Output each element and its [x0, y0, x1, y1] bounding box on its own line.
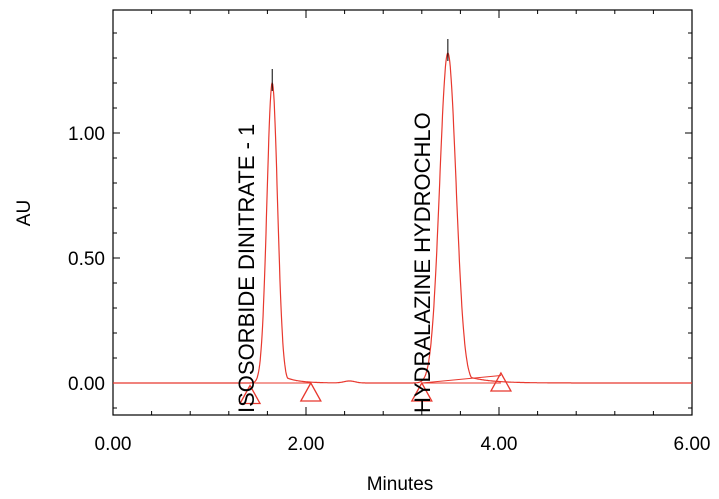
- integration-marker: [410, 381, 433, 402]
- chromatogram-trace: [113, 51, 692, 384]
- integration-markers: [238, 371, 513, 405]
- integration-marker: [489, 371, 513, 392]
- x-tick-label: 2.00: [288, 434, 325, 455]
- integration-baselines: [250, 375, 501, 384]
- plot-frame: [112, 9, 693, 416]
- integration-marker: [238, 384, 262, 405]
- peak-label: ISOSORBIDE DINITRATE - 1: [234, 124, 259, 413]
- peak-apex-ticks: [271, 39, 449, 91]
- integration-baseline: [421, 375, 501, 384]
- peak-label: HYDRALAZINE HYDROCHLO: [410, 112, 435, 413]
- x-tick-label: 6.00: [674, 434, 711, 455]
- y-axis-ticks: [113, 32, 692, 409]
- x-tick-label: 4.00: [481, 434, 518, 455]
- integration-marker: [299, 381, 322, 402]
- y-tick-label: 0.00: [68, 374, 105, 395]
- y-tick-label: 0.50: [68, 249, 105, 270]
- x-tick-label: 0.00: [95, 434, 132, 455]
- x-tick-labels: 0.00 2.00 4.00 6.00: [95, 434, 711, 455]
- y-tick-label: 1.00: [68, 124, 105, 145]
- x-axis-title: Minutes: [367, 474, 434, 495]
- x-axis-ticks: [112, 10, 693, 415]
- peak-labels: ISOSORBIDE DINITRATE - 1 HYDRALAZINE HYDR…: [234, 112, 435, 413]
- y-tick-labels: 0.00 0.50 1.00: [68, 124, 105, 395]
- y-axis-title: AU: [14, 200, 35, 226]
